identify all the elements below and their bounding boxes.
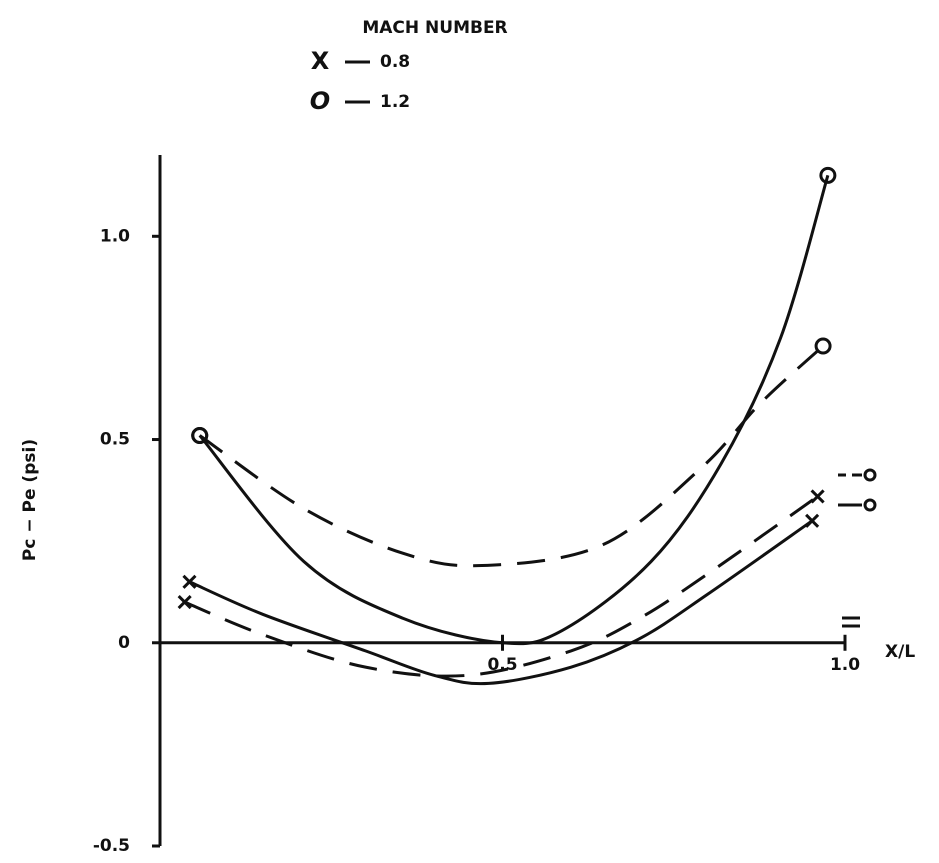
- point-marker: [814, 337, 832, 355]
- point-marker: [191, 426, 209, 444]
- y-tick-label: 1.0: [100, 226, 130, 246]
- y-tick-label: -0.5: [93, 836, 130, 856]
- point-marker: [810, 489, 825, 504]
- legend-symbol: X: [311, 47, 330, 75]
- point-marker: [177, 595, 192, 610]
- y-tick-label: 0.5: [100, 430, 130, 450]
- y-tick-label: 0: [118, 633, 130, 653]
- legend-label: 0.8: [380, 52, 410, 72]
- x-axis-label: X/L: [885, 642, 915, 662]
- x-tick-label: 0.5: [487, 655, 517, 675]
- series-line: [184, 495, 819, 678]
- point-marker: [182, 574, 197, 589]
- legend-title: MACH NUMBER: [362, 18, 507, 38]
- side-marks: [838, 468, 877, 628]
- legend-symbol: O: [310, 87, 330, 115]
- series-line: [198, 174, 830, 646]
- point-marker: [819, 166, 837, 184]
- point-marker: [805, 513, 820, 528]
- legend-label: 1.2: [380, 92, 410, 112]
- series-line: [188, 519, 813, 686]
- series-line: [198, 344, 825, 568]
- y-axis-label: Pc − Pe (psi): [20, 439, 40, 561]
- x-tick-label: 1.0: [830, 655, 860, 675]
